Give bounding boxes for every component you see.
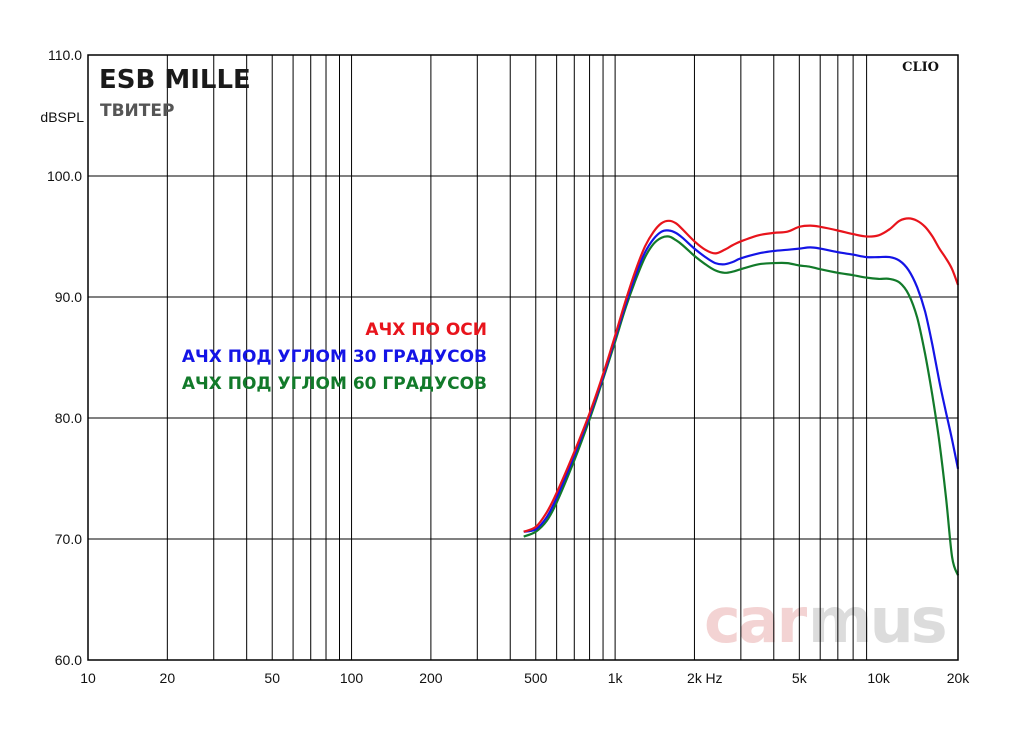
y-axis: 60.0 70.0 80.0 90.0 100.0 110.0 [47, 47, 82, 668]
watermark: car mus [704, 584, 948, 657]
chart-title: ESB MILLE [99, 65, 251, 95]
x-tick-label: 20 [160, 670, 176, 686]
clio-brand: CLIO [902, 60, 939, 75]
x-axis: 10 20 50 100 200 500 1k 2k 5k 10k 20k [80, 670, 970, 686]
legend: АЧХ ПО ОСИ АЧХ ПОД УГЛОМ 30 ГРАДУСОВ АЧХ П… [182, 320, 487, 394]
y-tick-label: 110.0 [48, 47, 82, 63]
x-tick-label: 10 [80, 670, 96, 686]
plot-area [523, 217, 960, 576]
y-tick-label: 60.0 [55, 652, 82, 668]
x-tick-label: 10k [867, 670, 891, 686]
series-line [523, 217, 960, 533]
plot-frame [87, 54, 959, 661]
x-tick-label: 50 [264, 670, 280, 686]
y-tick-label: 100.0 [47, 168, 82, 184]
legend-entry: АЧХ ПОД УГЛОМ 30 ГРАДУСОВ [182, 347, 487, 367]
legend-entry: АЧХ ПО ОСИ [365, 320, 487, 340]
x-tick-label: 20k [947, 670, 971, 686]
chart-subtitle: ТВИТЕР [100, 101, 174, 121]
watermark-car: car [704, 584, 808, 657]
watermark-mus: mus [808, 584, 945, 657]
x-tick-label: 200 [419, 670, 443, 686]
x-tick-label: 5k [792, 670, 808, 686]
y-tick-label: 90.0 [55, 289, 82, 305]
x-tick-label: 1k [608, 670, 624, 686]
x-tick-label: 500 [524, 670, 548, 686]
x-axis-unit-label: Hz [705, 670, 722, 686]
grid [88, 55, 958, 660]
legend-entry: АЧХ ПОД УГЛОМ 60 ГРАДУСОВ [182, 374, 487, 394]
y-axis-label: dBSPL [40, 109, 84, 125]
y-tick-label: 70.0 [55, 531, 82, 547]
x-tick-label: 100 [340, 670, 364, 686]
x-tick-label: 2k [687, 670, 703, 686]
y-tick-label: 80.0 [55, 410, 82, 426]
